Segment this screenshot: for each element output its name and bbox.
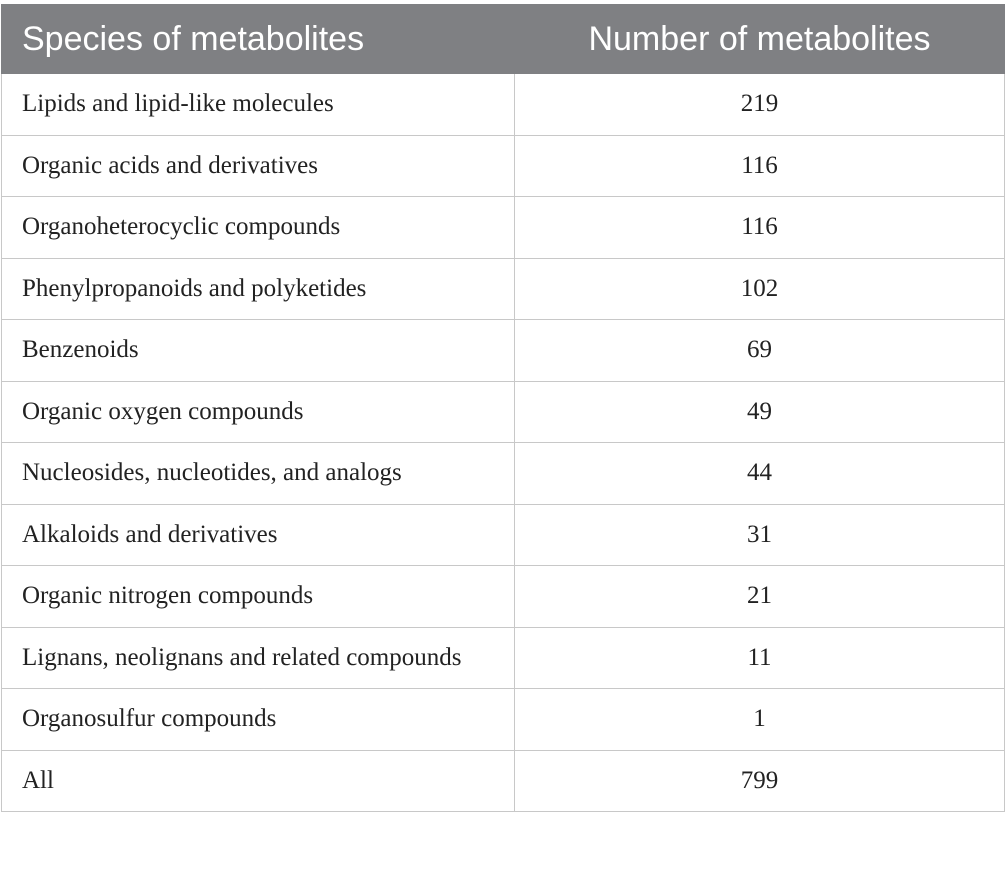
- table-row: Organic nitrogen compounds 21: [1, 565, 1005, 628]
- metabolite-table: Species of metabolites Number of metabol…: [1, 4, 1005, 812]
- count-cell: 219: [514, 73, 1005, 136]
- table-header: Species of metabolites Number of metabol…: [1, 4, 1005, 74]
- count-cell: 49: [514, 380, 1005, 443]
- count-cell: 21: [514, 565, 1005, 628]
- count-cell: 1: [514, 688, 1005, 751]
- table-row: Organosulfur compounds 1: [1, 688, 1005, 751]
- page: {"table": { "header": ["Species of metab…: [0, 4, 1005, 878]
- count-cell: 11: [514, 626, 1005, 689]
- table-row: Phenylpropanoids and polyketides 102: [1, 257, 1005, 320]
- species-cell: Alkaloids and derivatives: [1, 503, 515, 566]
- table-row: Lignans, neolignans and related compound…: [1, 626, 1005, 689]
- table-row: All 799: [1, 749, 1005, 812]
- count-cell: 44: [514, 442, 1005, 505]
- species-cell: Lignans, neolignans and related compound…: [1, 626, 515, 689]
- table-row: Organoheterocyclic compounds 116: [1, 196, 1005, 259]
- species-cell: Organic acids and derivatives: [1, 134, 515, 197]
- species-cell: Nucleosides, nucleotides, and analogs: [1, 442, 515, 505]
- species-cell: Organic oxygen compounds: [1, 380, 515, 443]
- header-cell: Number of metabolites: [514, 4, 1005, 74]
- table-body: Lipids and lipid-like molecules 219 Organi…: [1, 73, 1005, 812]
- count-cell: 102: [514, 257, 1005, 320]
- table-row: Organic oxygen compounds 49: [1, 380, 1005, 443]
- table-row: Nucleosides, nucleotides, and analogs 44: [1, 442, 1005, 505]
- species-cell: Organic nitrogen compounds: [1, 565, 515, 628]
- species-cell: Lipids and lipid-like molecules: [1, 73, 515, 136]
- species-cell: Phenylpropanoids and polyketides: [1, 257, 515, 320]
- count-cell: 31: [514, 503, 1005, 566]
- count-cell: 69: [514, 319, 1005, 382]
- table-row: Lipids and lipid-like molecules 219: [1, 73, 1005, 136]
- table-row: Benzenoids 69: [1, 319, 1005, 382]
- header-row: Species of metabolites Number of metabol…: [1, 4, 1005, 74]
- count-cell: 116: [514, 196, 1005, 259]
- species-cell: All: [1, 749, 515, 812]
- count-cell: 116: [514, 134, 1005, 197]
- table-row: Alkaloids and derivatives 31: [1, 503, 1005, 566]
- species-cell: Benzenoids: [1, 319, 515, 382]
- header-cell: Species of metabolites: [1, 4, 515, 74]
- species-cell: Organoheterocyclic compounds: [1, 196, 515, 259]
- table-row: Organic acids and derivatives 116: [1, 134, 1005, 197]
- count-cell: 799: [514, 749, 1005, 812]
- species-cell: Organosulfur compounds: [1, 688, 515, 751]
